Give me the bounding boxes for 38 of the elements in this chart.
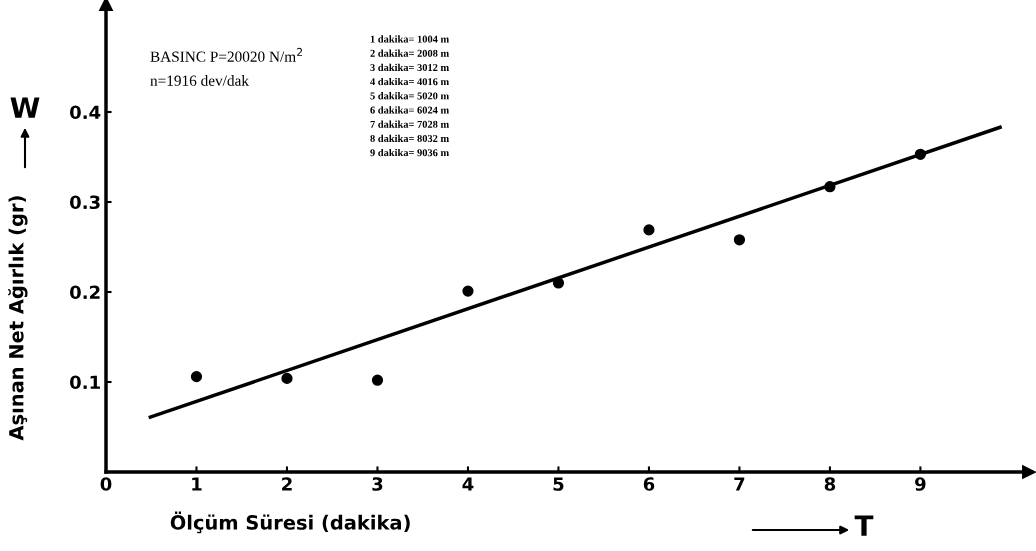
point bbox=[643, 224, 655, 236]
point bbox=[281, 372, 293, 385]
x-tick-label: 7 bbox=[734, 477, 745, 491]
point bbox=[371, 374, 384, 386]
x-tick-label: 2 bbox=[282, 477, 292, 491]
point bbox=[914, 148, 927, 160]
x-tick-label: 4 bbox=[462, 477, 474, 491]
annotation: 8 dakika= 8032 m bbox=[370, 134, 449, 143]
x-tick-label: 6 bbox=[643, 477, 655, 491]
point bbox=[552, 277, 565, 289]
x-tick-label: 9 bbox=[915, 477, 926, 491]
y-tick-label: 0.1 bbox=[70, 375, 100, 390]
point bbox=[462, 285, 474, 297]
x-tick-label: 1 bbox=[192, 477, 202, 491]
annotation: 2 dakika= 2008 m bbox=[370, 49, 449, 57]
text: T bbox=[854, 515, 874, 536]
x-tick-label: 3 bbox=[372, 477, 383, 491]
annotation: 5 dakika= 5020 m bbox=[370, 92, 449, 100]
y-tick-label: 0.2 bbox=[70, 285, 100, 300]
annotation: 3 dakika= 3012 m bbox=[370, 63, 449, 72]
y-tick-label: 0.4 bbox=[70, 105, 101, 120]
annotation: 4 dakika= 4016 m bbox=[370, 77, 449, 86]
x-axis-title: Ölçüm Süresi (dakika) bbox=[170, 511, 410, 534]
point bbox=[190, 370, 203, 383]
annotation: BASINC P=20020 N/m$^{2}$ bbox=[150, 47, 303, 62]
text: W bbox=[10, 97, 40, 118]
annotation: 6 dakika= 6024 m bbox=[370, 106, 449, 114]
x-tick-label: 8 bbox=[824, 477, 836, 491]
point bbox=[733, 234, 746, 246]
point bbox=[824, 181, 836, 193]
annotation: 9 dakika= 9036 m bbox=[370, 148, 449, 157]
y-tick-label: 0.3 bbox=[70, 195, 100, 210]
annotation: 7 dakika= 7028 m bbox=[370, 120, 449, 128]
annotation: 1 dakika= 1004 m bbox=[370, 35, 449, 43]
x-tick-label: 0 bbox=[100, 477, 112, 491]
y-axis-title: Aşınan Net Ağırlık (gr) bbox=[8, 196, 28, 441]
x-tick-label: 5 bbox=[553, 477, 564, 491]
annotation: n=1916 dev/dak bbox=[150, 75, 249, 86]
